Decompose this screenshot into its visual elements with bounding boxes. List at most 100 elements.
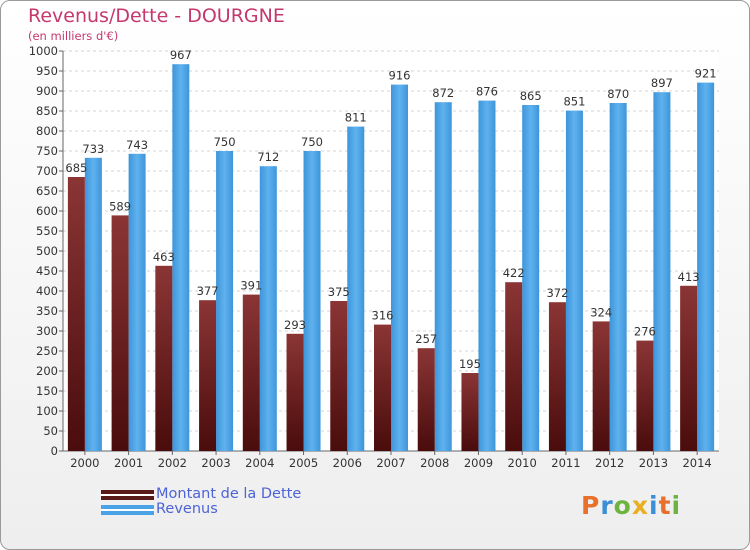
proxiti-logo: Proxiti <box>581 491 681 520</box>
bar-dette <box>592 321 610 451</box>
bar-revenus <box>172 64 190 451</box>
bar-revenus <box>434 102 452 451</box>
y-tick-label: 350 <box>36 304 58 318</box>
data-label-dette: 463 <box>153 250 175 264</box>
bar-revenus <box>128 153 146 452</box>
y-tick-label: 800 <box>36 124 58 138</box>
data-label-dette: 276 <box>634 325 656 339</box>
x-tick-label: 2012 <box>595 456 624 470</box>
legend-label-dette: Montant de la Dette <box>156 486 302 502</box>
y-tick-label: 850 <box>36 104 58 118</box>
y-tick-label: 950 <box>36 64 58 78</box>
y-tick-label: 300 <box>36 324 58 338</box>
data-label-revenus: 851 <box>563 95 585 109</box>
x-tick-label: 2002 <box>158 456 187 470</box>
x-tick-label: 2004 <box>245 456 274 470</box>
logo-letter: o <box>613 491 632 520</box>
bar-dette <box>417 348 435 451</box>
data-label-dette: 391 <box>240 279 262 293</box>
bar-dette <box>548 302 566 451</box>
data-label-dette: 293 <box>284 318 306 332</box>
data-label-revenus: 967 <box>170 48 192 62</box>
data-label-revenus: 865 <box>520 89 542 103</box>
x-tick-label: 2003 <box>201 456 230 470</box>
bar-revenus <box>303 151 321 451</box>
data-label-dette: 685 <box>65 161 87 175</box>
x-tick-label: 2008 <box>420 456 449 470</box>
x-tick-label: 2013 <box>639 456 668 470</box>
bar-revenus <box>84 157 102 452</box>
x-tick-label: 2007 <box>376 456 405 470</box>
x-tick-label: 2014 <box>682 456 711 470</box>
bar-dette <box>461 373 479 451</box>
bar-revenus <box>609 103 627 451</box>
y-tick-label: 400 <box>36 284 58 298</box>
y-tick-label: 250 <box>36 344 58 358</box>
logo-letter: x <box>631 491 649 520</box>
bar-dette <box>505 282 523 451</box>
data-label-revenus: 750 <box>301 135 323 149</box>
bar-dette <box>155 265 173 451</box>
bar-dette <box>199 300 217 451</box>
data-label-dette: 372 <box>546 286 568 300</box>
y-tick-label: 200 <box>36 364 58 378</box>
data-label-revenus: 872 <box>432 86 454 100</box>
data-label-dette: 589 <box>109 199 131 213</box>
y-tick-label: 750 <box>36 144 58 158</box>
bar-revenus <box>478 100 496 451</box>
bar-dette <box>680 285 698 451</box>
bar-dette <box>111 215 129 451</box>
data-label-dette: 257 <box>415 332 437 346</box>
y-tick-label: 650 <box>36 184 58 198</box>
y-tick-label: 500 <box>36 244 58 258</box>
bar-revenus <box>259 166 277 451</box>
chart-subtitle: (en milliers d'€) <box>28 29 119 43</box>
data-label-dette: 316 <box>372 309 394 323</box>
chart-title: Revenus/Dette - DOURGNE <box>28 5 285 27</box>
legend-label-revenus: Revenus <box>156 501 218 517</box>
data-label-revenus: 876 <box>476 85 498 99</box>
x-tick-label: 2009 <box>464 456 493 470</box>
data-label-dette: 377 <box>197 284 219 298</box>
data-label-revenus: 870 <box>607 87 629 101</box>
legend-swatch-dette <box>101 490 154 500</box>
bar-revenus <box>216 151 234 451</box>
bar-revenus <box>347 126 365 451</box>
bar-dette <box>242 294 260 451</box>
x-tick-label: 2000 <box>70 456 99 470</box>
y-tick-label: 550 <box>36 224 58 238</box>
bar-dette <box>286 333 304 451</box>
bar-dette <box>330 301 348 451</box>
y-tick-label: 50 <box>43 424 58 438</box>
y-tick-label: 900 <box>36 84 58 98</box>
logo-letter: i <box>671 491 682 520</box>
y-tick-label: 1000 <box>29 44 58 58</box>
y-tick-label: 0 <box>51 444 58 458</box>
data-label-revenus: 916 <box>389 69 411 83</box>
x-tick-label: 2011 <box>551 456 580 470</box>
y-tick-label: 600 <box>36 204 58 218</box>
y-tick-label: 450 <box>36 264 58 278</box>
data-label-dette: 324 <box>590 305 612 319</box>
data-label-dette: 422 <box>503 266 525 280</box>
y-tick-label: 700 <box>36 164 58 178</box>
x-tick-label: 2001 <box>114 456 143 470</box>
legend-swatch-revenus <box>101 505 154 515</box>
bar-dette <box>374 324 391 451</box>
bar-revenus <box>391 84 408 451</box>
bar-revenus <box>697 82 715 451</box>
data-label-dette: 413 <box>678 270 700 284</box>
data-label-revenus: 712 <box>257 150 279 164</box>
bar-dette <box>636 340 654 451</box>
bar-dette <box>67 177 85 451</box>
x-tick-label: 2010 <box>508 456 537 470</box>
y-tick-label: 150 <box>36 384 58 398</box>
data-label-revenus: 897 <box>651 76 673 90</box>
data-label-revenus: 733 <box>82 142 104 156</box>
data-label-revenus: 921 <box>695 67 717 81</box>
data-label-dette: 375 <box>328 285 350 299</box>
bar-revenus <box>522 105 540 451</box>
data-label-revenus: 750 <box>214 135 236 149</box>
data-label-dette: 195 <box>459 357 481 371</box>
